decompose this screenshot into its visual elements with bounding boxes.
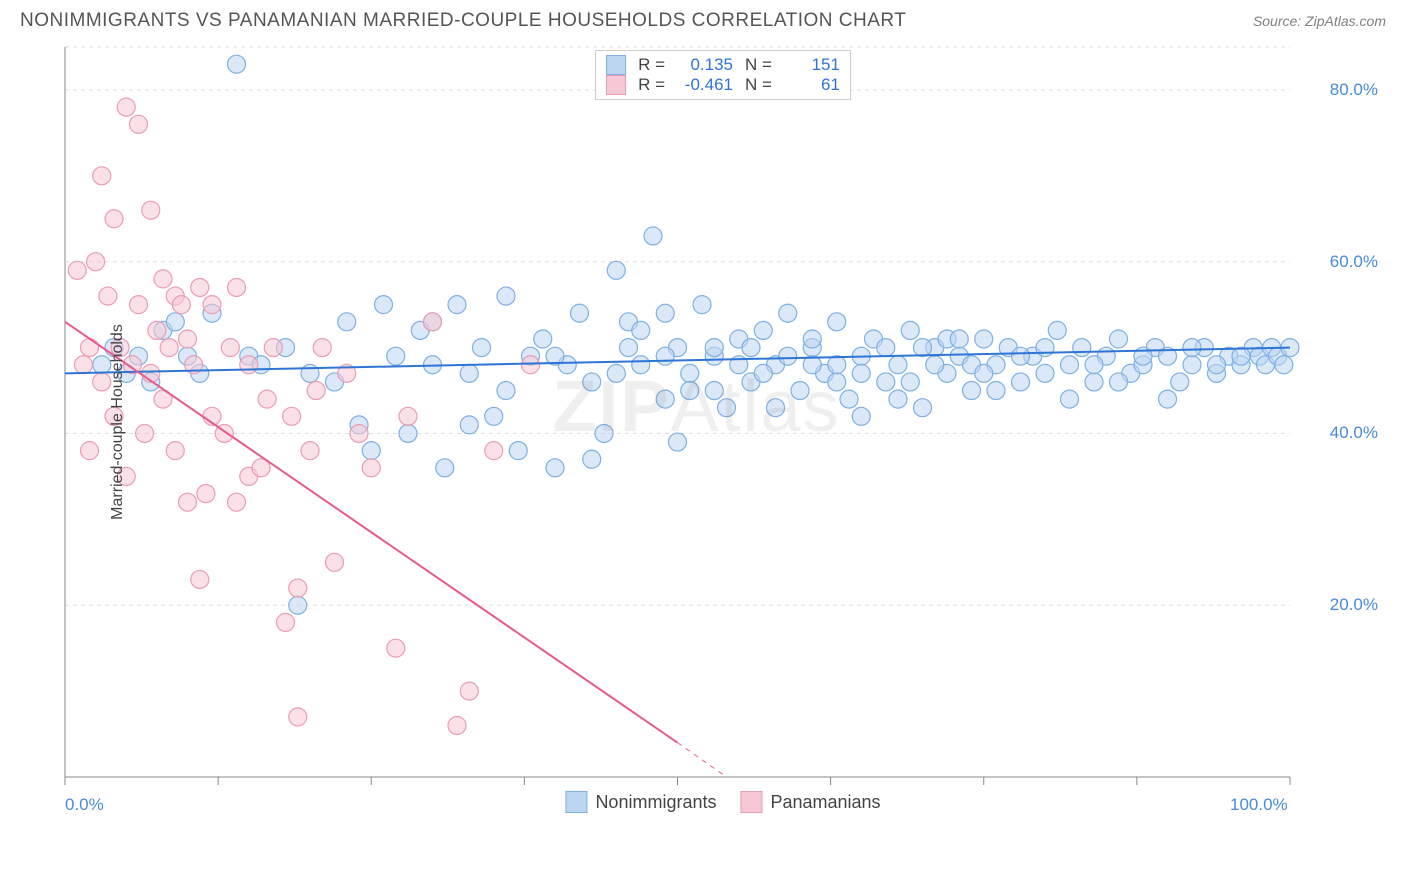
r-value: 0.135 xyxy=(673,55,733,75)
chart-header: NONIMMIGRANTS VS PANAMANIAN MARRIED-COUP… xyxy=(0,0,1406,37)
legend-swatch-icon xyxy=(740,791,762,813)
legend-label: Panamanians xyxy=(770,792,880,813)
legend-swatch-icon xyxy=(565,791,587,813)
legend-label: Nonimmigrants xyxy=(595,792,716,813)
correlation-legend: R = 0.135 N = 151 R = -0.461 N = 61 xyxy=(595,50,851,100)
legend-row-panamanians: R = -0.461 N = 61 xyxy=(606,75,840,95)
y-tick-label: 60.0% xyxy=(1330,252,1378,272)
legend-swatch-icon xyxy=(606,55,626,75)
chart-title: NONIMMIGRANTS VS PANAMANIAN MARRIED-COUP… xyxy=(20,10,906,32)
series-legend: Nonimmigrants Panamanians xyxy=(565,791,880,813)
legend-item: Nonimmigrants xyxy=(565,791,716,813)
r-value: -0.461 xyxy=(673,75,733,95)
y-tick-label: 40.0% xyxy=(1330,423,1378,443)
n-value: 61 xyxy=(780,75,840,95)
scatter-chart xyxy=(60,42,1360,802)
chart-source: Source: ZipAtlas.com xyxy=(1253,13,1386,29)
n-value: 151 xyxy=(780,55,840,75)
y-tick-label: 80.0% xyxy=(1330,80,1378,100)
x-tick-label: 0.0% xyxy=(65,795,104,815)
legend-row-nonimmigrants: R = 0.135 N = 151 xyxy=(606,55,840,75)
y-axis-label: Married-couple Households xyxy=(109,324,127,520)
legend-item: Panamanians xyxy=(740,791,880,813)
chart-area: Married-couple Households ZIPAtlas R = 0… xyxy=(60,42,1386,802)
y-tick-label: 20.0% xyxy=(1330,595,1378,615)
x-tick-label: 100.0% xyxy=(1230,795,1288,815)
legend-swatch-icon xyxy=(606,75,626,95)
